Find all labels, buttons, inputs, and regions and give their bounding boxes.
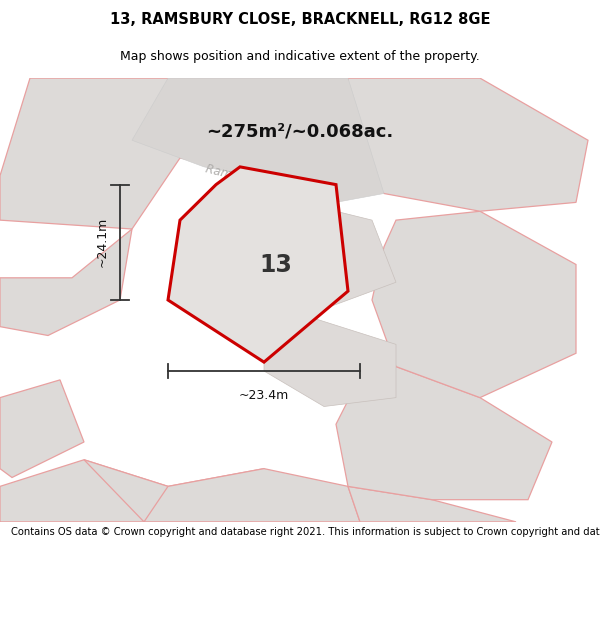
Polygon shape (264, 202, 396, 309)
Polygon shape (0, 78, 180, 229)
Polygon shape (336, 78, 588, 211)
Text: ~23.4m: ~23.4m (239, 389, 289, 402)
Text: Ramsbury Close: Ramsbury Close (204, 162, 300, 198)
Polygon shape (0, 380, 84, 478)
Polygon shape (144, 469, 360, 522)
Text: Map shows position and indicative extent of the property.: Map shows position and indicative extent… (120, 50, 480, 62)
Polygon shape (372, 211, 576, 398)
Polygon shape (84, 460, 264, 522)
Polygon shape (0, 229, 132, 336)
Text: ~275m²/~0.068ac.: ~275m²/~0.068ac. (206, 122, 394, 141)
Polygon shape (336, 353, 552, 500)
Polygon shape (168, 167, 348, 362)
Polygon shape (168, 78, 348, 176)
Text: ~24.1m: ~24.1m (95, 217, 109, 268)
Polygon shape (132, 78, 384, 202)
Polygon shape (0, 460, 168, 522)
Text: Contains OS data © Crown copyright and database right 2021. This information is : Contains OS data © Crown copyright and d… (11, 527, 600, 537)
Polygon shape (264, 318, 396, 406)
Text: 13, RAMSBURY CLOSE, BRACKNELL, RG12 8GE: 13, RAMSBURY CLOSE, BRACKNELL, RG12 8GE (110, 12, 490, 27)
Polygon shape (348, 486, 516, 522)
Text: 13: 13 (260, 253, 292, 276)
